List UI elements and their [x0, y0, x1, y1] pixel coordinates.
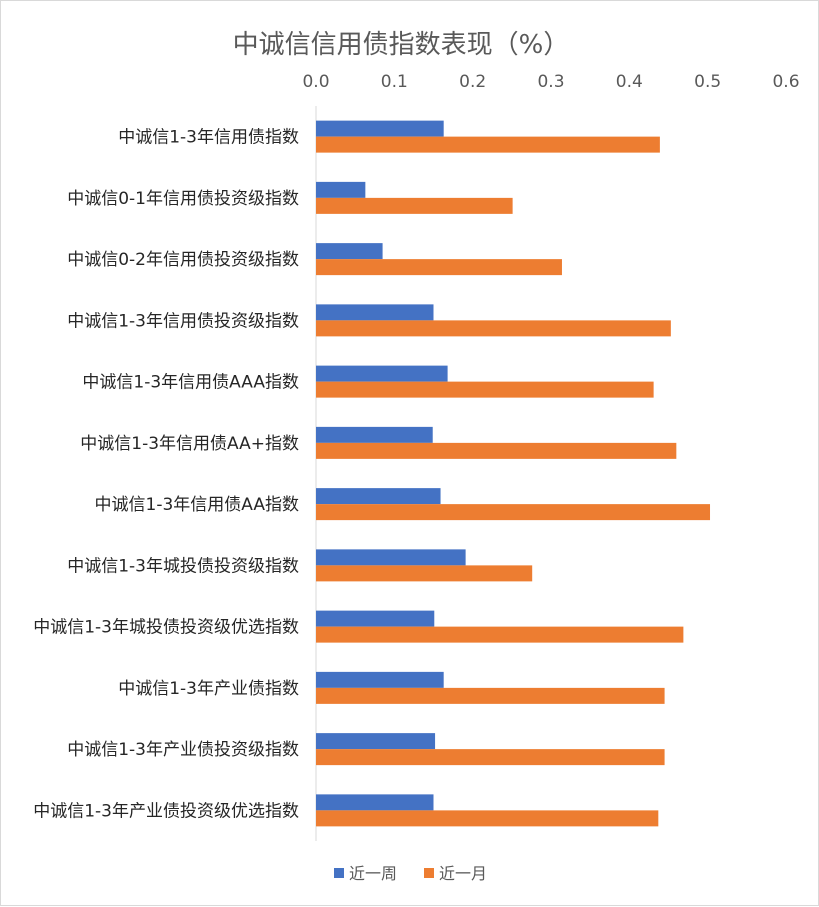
- bar-week: [316, 304, 434, 321]
- category-label: 中诚信0-2年信用债投资级指数: [67, 250, 299, 270]
- category-label: 中诚信1-3年信用债指数: [118, 128, 299, 148]
- bar-week: [316, 120, 444, 137]
- x-tick-label: 0.6: [772, 72, 799, 92]
- bar-month: [316, 687, 665, 704]
- category-label: 中诚信1-3年城投债投资级优选指数: [33, 618, 299, 638]
- bar-week: [316, 365, 448, 382]
- bar-month: [316, 810, 659, 827]
- legend-label-week: 近一周: [349, 864, 397, 883]
- bar-month: [316, 749, 665, 766]
- category-label: 中诚信1-3年城投债投资级指数: [67, 556, 299, 576]
- x-axis-ticks: 0.0 0.1 0.2 0.3 0.4 0.5 0.6: [302, 72, 799, 92]
- x-tick-label: 0.3: [537, 72, 564, 92]
- category-label: 中诚信1-3年信用债AA+指数: [80, 434, 299, 454]
- category-label: 中诚信1-3年产业债投资级优选指数: [33, 801, 299, 821]
- bar-month: [316, 442, 677, 459]
- category-label: 中诚信1-3年信用债AAA指数: [82, 373, 299, 393]
- bar-month: [316, 136, 660, 153]
- bar-week: [316, 488, 441, 505]
- bar-week: [316, 733, 436, 750]
- category-labels: 中诚信1-3年信用债指数中诚信0-1年信用债投资级指数中诚信0-2年信用债投资级…: [33, 128, 299, 822]
- x-tick-label: 0.5: [694, 72, 721, 92]
- bar-week: [316, 243, 383, 260]
- category-label: 中诚信0-1年信用债投资级指数: [67, 189, 299, 209]
- bar-month: [316, 381, 654, 398]
- x-tick-label: 0.1: [381, 72, 408, 92]
- x-tick-label: 0.2: [459, 72, 486, 92]
- x-tick-label: 0.4: [616, 72, 643, 92]
- legend-swatch-week: [334, 868, 344, 878]
- category-label: 中诚信1-3年信用债AA指数: [95, 495, 300, 515]
- bar-week: [316, 181, 366, 198]
- chart-title: 中诚信信用债指数表现（%）: [233, 30, 570, 60]
- bar-month: [316, 197, 513, 214]
- bar-month: [316, 565, 533, 582]
- bar-week: [316, 549, 466, 566]
- bar-month: [316, 259, 562, 276]
- category-label: 中诚信1-3年产业债投资级指数: [67, 740, 299, 760]
- bar-week: [316, 610, 435, 627]
- bar-week: [316, 794, 434, 811]
- category-label: 中诚信1-3年产业债指数: [118, 679, 299, 699]
- legend-label-month: 近一月: [439, 864, 487, 883]
- bar-month: [316, 320, 671, 337]
- bar-week: [316, 426, 433, 443]
- bar-month: [316, 626, 684, 643]
- bar-week: [316, 671, 444, 688]
- bar-month: [316, 504, 711, 521]
- category-label: 中诚信1-3年信用债投资级指数: [67, 311, 299, 331]
- legend: 近一周 近一月: [334, 864, 487, 883]
- x-tick-label: 0.0: [302, 72, 329, 92]
- legend-swatch-month: [424, 868, 434, 878]
- bars: [316, 120, 711, 827]
